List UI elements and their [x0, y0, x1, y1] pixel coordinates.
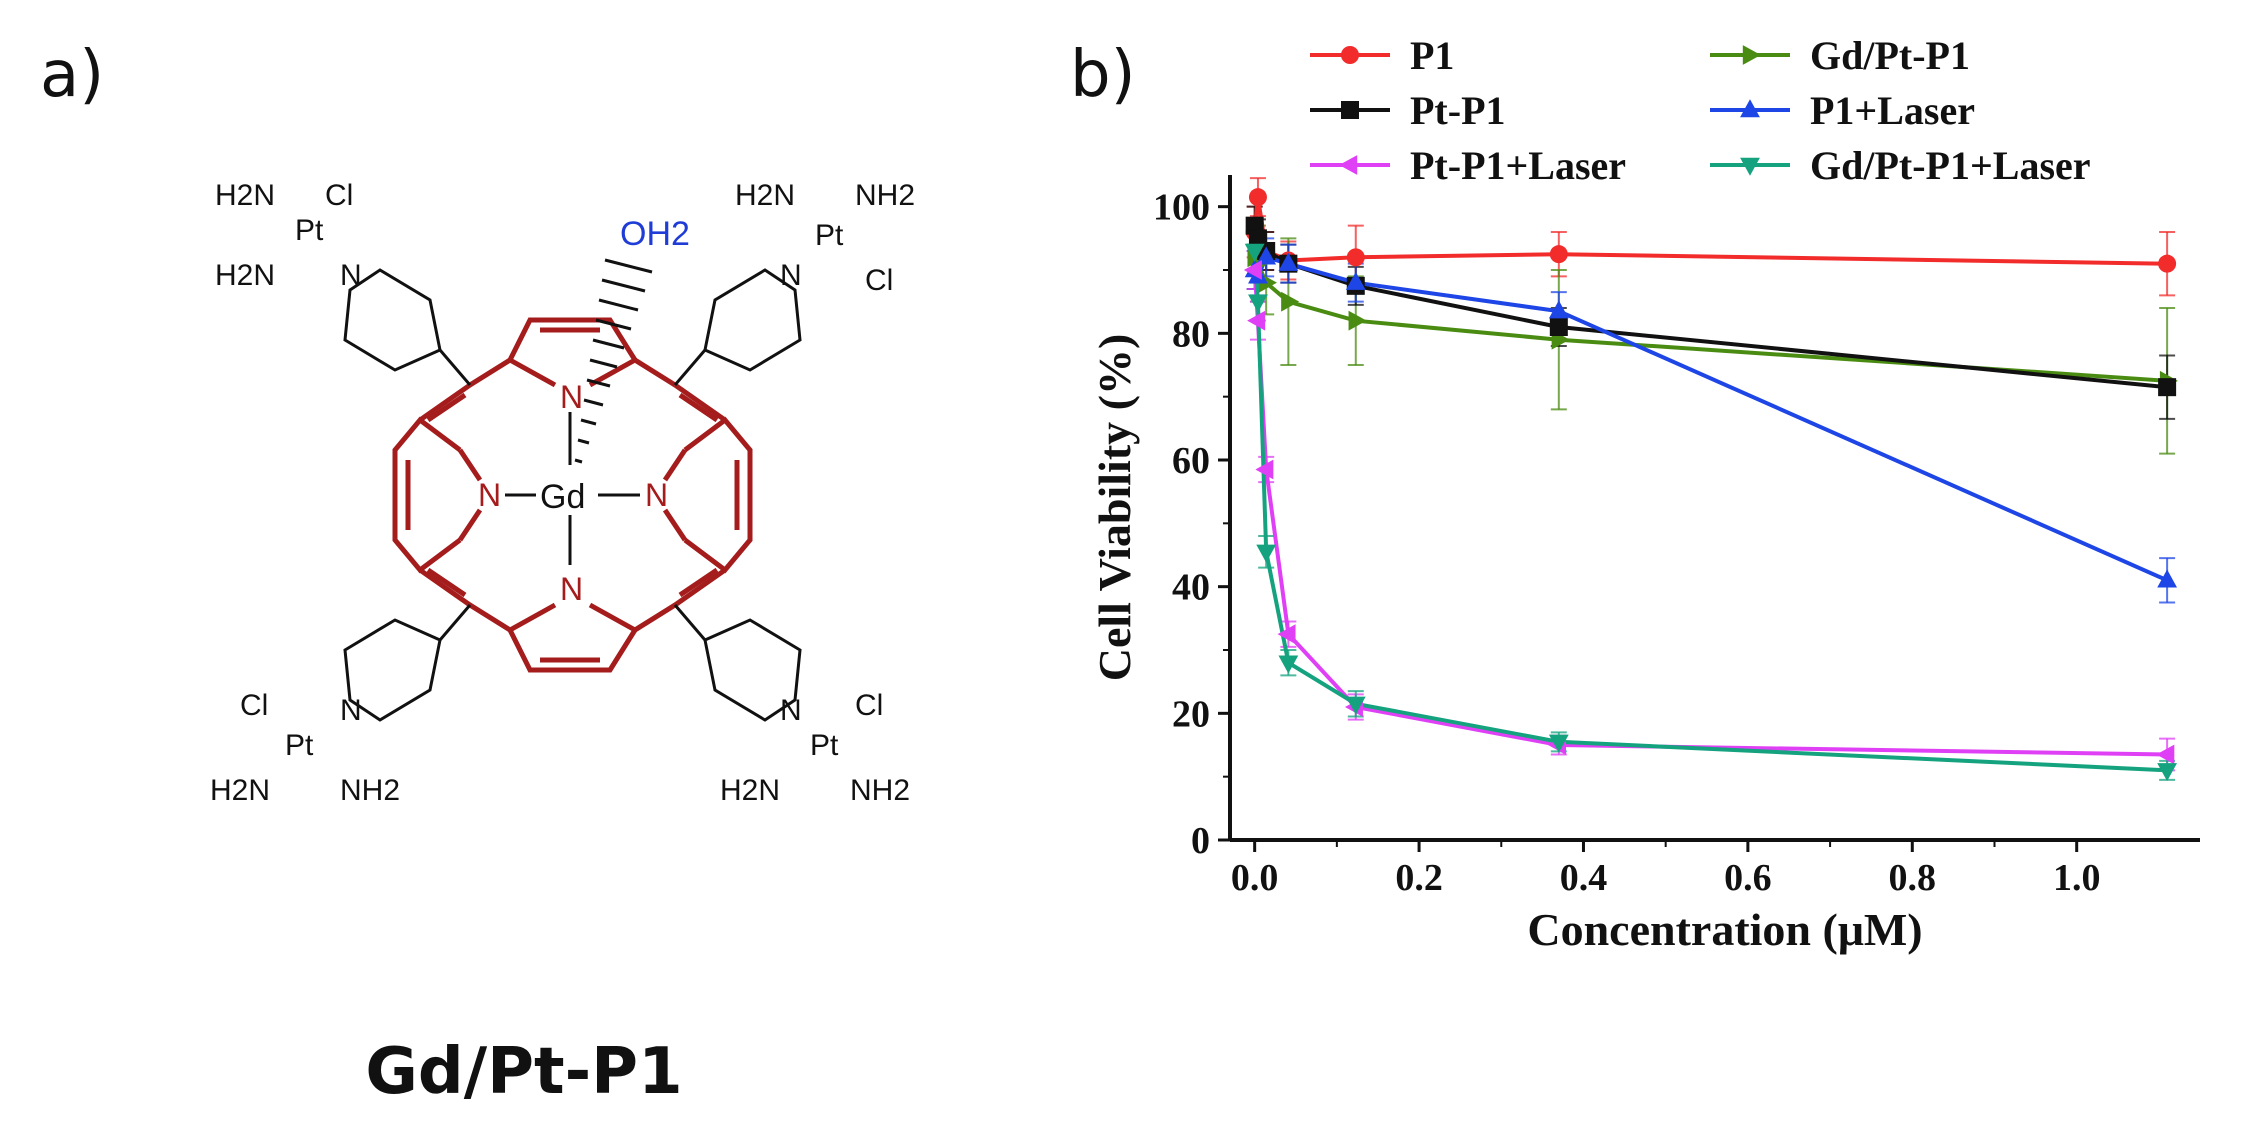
legend-marker-p1-laser [1740, 99, 1760, 118]
pt-tl-amine2: H2N [215, 259, 275, 292]
pt-tr-cl: Cl [865, 264, 893, 297]
axis-labels: 0 20 40 60 80 100 0.0 0.2 0.4 0.6 0.8 1.0 Concentrat… [1089, 187, 2100, 955]
point-p1-laser [1548, 300, 1569, 319]
point-p1-laser [1256, 246, 1277, 265]
x-tick-label: 0.6 [1724, 857, 1772, 899]
gd-center: Gd [540, 478, 585, 516]
axes [1218, 175, 2200, 852]
hashed-wedge [574, 258, 653, 464]
point-pt-p1 [1549, 318, 1568, 336]
y-axis-label: Cell Viability (%) [1089, 334, 1140, 682]
pt-br-cl: Cl [855, 689, 883, 722]
series-lines [1252, 196, 2168, 773]
pt-bl-pt: Pt [285, 729, 314, 762]
y-tick-label: 100 [1153, 187, 1210, 229]
pt-tr-amine1: H2N [735, 179, 795, 212]
pyrrole-n-top: N [560, 379, 583, 415]
y-tick-label: 20 [1172, 693, 1210, 735]
point-p1 [1346, 248, 1365, 267]
series-line-p1-laser [1252, 254, 2168, 583]
porphyrin-core [392, 317, 753, 673]
point-p1 [2158, 254, 2177, 273]
point-p1-laser [2157, 569, 2178, 588]
point-gd-pt-p1 [1281, 291, 1300, 312]
pyridyl-arms [343, 268, 802, 722]
point-p1-laser [1278, 252, 1299, 271]
point-pt-p1-laser [1277, 624, 1296, 645]
point-p1 [1248, 188, 1267, 207]
point-p1-laser [1345, 271, 1366, 290]
series-line-gd-pt-p1 [1252, 256, 2168, 383]
panel-b-label: b) [1070, 38, 1136, 112]
legend-label-p1: P1 [1410, 33, 1454, 78]
series-line-p1 [1252, 196, 2168, 266]
series-markers [1243, 188, 2178, 782]
compound-name: Gd/Pt-P1 [365, 1035, 683, 1109]
point-pt-p1-laser [2156, 744, 2175, 765]
y-tick-label: 60 [1172, 440, 1210, 482]
legend-label-gd-pt-p1: Gd/Pt-P1 [1810, 33, 1970, 78]
point-pt-p1-laser [1255, 459, 1274, 480]
pyrrole-n-right: N [645, 477, 668, 513]
pyrrole-n-bottom: N [560, 571, 583, 607]
pt-br-amine2: NH2 [850, 774, 910, 807]
y-tick-label: 40 [1172, 567, 1210, 609]
pt-bl-cl: Cl [240, 689, 268, 722]
point-gd-pt-p1 [1348, 310, 1367, 331]
point-p1 [1549, 245, 1568, 264]
point-pt-p1-laser [1247, 310, 1266, 331]
series-line-pt-p1 [1252, 225, 2168, 390]
y-tick-label: 0 [1191, 820, 1210, 862]
point-gd-pt-p1-laser [1248, 294, 1268, 313]
point-gd-pt-p1-laser [1244, 243, 1265, 262]
pt-tl-amine1: H2N [215, 179, 275, 212]
pt-tr-amine2: NH2 [855, 179, 915, 212]
legend-marker-p1 [1341, 46, 1359, 64]
x-tick-label: 0.8 [1889, 857, 1937, 899]
gd-bonds [505, 412, 640, 565]
legend-marker-pt-p1 [1341, 101, 1359, 119]
x-tick-label: 1.0 [2053, 857, 2101, 899]
legend-marker-gd-pt-p1 [1742, 45, 1761, 65]
x-tick-label: 0.2 [1395, 857, 1443, 899]
x-tick-label: 0.4 [1560, 857, 1608, 899]
error-bars [1246, 177, 2176, 781]
legend-label-gd-pt-p1-laser: Gd/Pt-P1+Laser [1810, 143, 2091, 188]
y-tick-label: 80 [1172, 313, 1210, 355]
legend-marker-gd-pt-p1-laser [1740, 157, 1760, 176]
pt-tr-npyr: N [780, 259, 802, 292]
x-tick-label: 0.0 [1231, 857, 1279, 899]
point-gd-pt-p1-laser [2157, 763, 2178, 782]
legend-label-pt-p1: Pt-P1 [1410, 88, 1506, 133]
point-gd-pt-p1-laser [1548, 734, 1569, 753]
pt-tl-npyr: N [340, 259, 362, 292]
point-gd-pt-p1-laser [1256, 544, 1277, 563]
point-pt-p1 [2158, 378, 2177, 397]
point-gd-pt-p1-laser [1278, 655, 1299, 674]
chemical-structure: N N N N Gd OH2 [210, 179, 915, 807]
pt-bl-amine1: H2N [210, 774, 270, 807]
pt-br-pt: Pt [810, 729, 839, 762]
point-gd-pt-p1-laser [1345, 696, 1366, 715]
axial-oh2-label: OH2 [620, 215, 690, 253]
series-line-gd-pt-p1-laser [1252, 250, 2168, 773]
pt-br-npyr: N [780, 694, 802, 727]
pyrrole-n-left: N [478, 477, 501, 513]
pt-bl-npyr: N [340, 694, 362, 727]
pt-tr-pt: Pt [815, 219, 844, 252]
x-axis-label: Concentration (μM) [1527, 904, 1922, 955]
legend-label-pt-p1-laser: Pt-P1+Laser [1410, 143, 1626, 188]
legend-marker-pt-p1-laser [1339, 155, 1358, 175]
pt-bl-amine2: NH2 [340, 774, 400, 807]
legend-label-p1-laser: P1+Laser [1810, 88, 1975, 133]
legend: P1 Gd/Pt-P1 Pt-P1 P1+Laser Pt-P1+Laser Gd/Pt-… [1310, 33, 2091, 188]
panel-a-label: a) [40, 38, 105, 112]
pt-tl-cl: Cl [325, 179, 353, 212]
pt-br-amine1: H2N [720, 774, 780, 807]
cell-viability-chart: P1 Gd/Pt-P1 Pt-P1 P1+Laser Pt-P1+Laser Gd/Pt-… [1089, 33, 2200, 955]
pt-tl-pt: Pt [295, 214, 324, 247]
point-pt-p1-laser [1243, 260, 1262, 280]
